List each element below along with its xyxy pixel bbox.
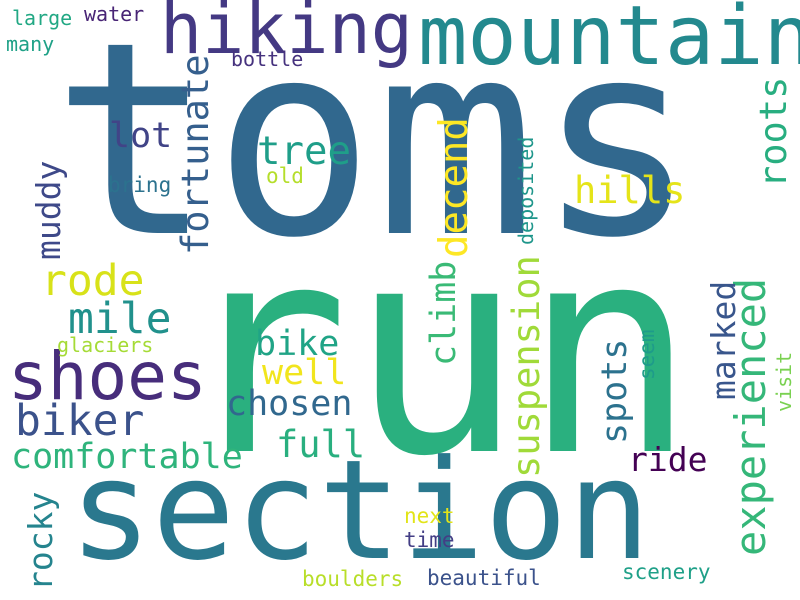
word-comfortable: comfortable	[11, 437, 243, 477]
word-visit: visit	[772, 351, 796, 412]
word-muddy: muddy	[29, 160, 68, 260]
word-seem: seem	[635, 329, 659, 380]
word-bike: bike	[255, 324, 340, 364]
word-roots: roots	[752, 76, 795, 188]
word-large: large	[12, 6, 73, 30]
word-section: section	[69, 430, 651, 591]
word-time: time	[404, 528, 455, 552]
word-full: full	[276, 423, 366, 466]
word-mountain: mountain	[418, 0, 800, 84]
word-run: run	[176, 184, 697, 519]
word-marked: marked	[704, 280, 743, 400]
word-hills: hills	[574, 169, 686, 212]
word-decend: decend	[432, 117, 477, 258]
word-ride: ride	[628, 440, 708, 479]
word-beautiful: beautiful	[427, 566, 541, 590]
word-next: next	[404, 504, 455, 528]
word-toms: toms	[52, 0, 698, 297]
word-suspension: suspension	[505, 255, 548, 478]
word-old: old	[266, 164, 304, 188]
word-many: many	[6, 32, 55, 56]
word-rode: rode	[41, 256, 145, 306]
word-tree: tree	[257, 129, 351, 174]
word-mile: mile	[68, 294, 172, 344]
word-shoes: shoes	[8, 338, 207, 415]
word-hiking: hiking	[160, 0, 413, 70]
word-boulders: boulders	[302, 567, 404, 591]
word-biker: biker	[15, 396, 145, 446]
word-chosen: chosen	[226, 384, 353, 424]
word-spots: spots	[595, 338, 635, 444]
word-fortunate: fortunate	[174, 54, 217, 255]
word-scenery: scenery	[622, 560, 711, 584]
word-climb: climb	[424, 260, 464, 366]
word-water: water	[84, 2, 145, 26]
word-well: well	[262, 353, 347, 393]
word-deposited: deposited	[514, 136, 538, 245]
word-rocky: rocky	[21, 491, 60, 591]
word-bring: bring	[108, 173, 172, 197]
word-glaciers: glaciers	[57, 333, 154, 357]
word-bottle: bottle	[231, 47, 304, 71]
word-lot: lot	[109, 116, 173, 156]
